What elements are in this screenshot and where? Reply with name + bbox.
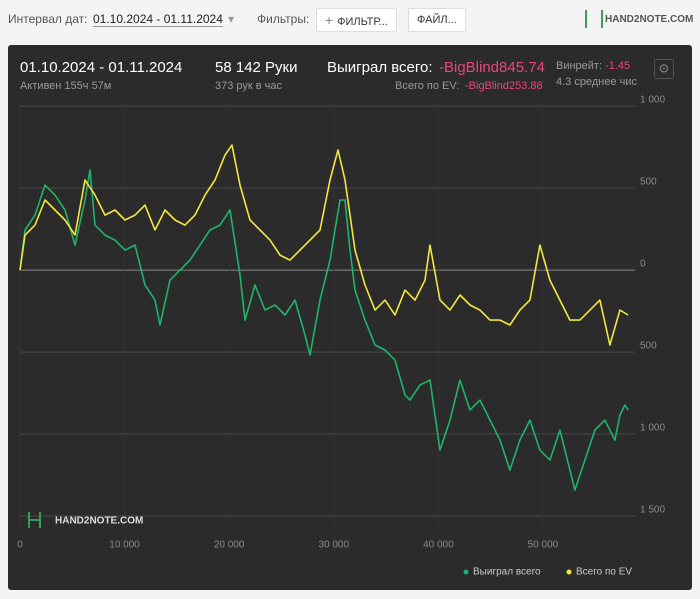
winrate-box: Винрейт: -1.45 4.3 среднее чис [556,60,642,96]
legend-label: Выиграл всего [473,567,541,578]
logo: HAND2NOTE.COM [605,14,694,25]
file-button[interactable]: ФАЙЛ... [408,8,466,32]
watermark-icon [28,512,41,528]
active-time: Активен 155ч 57м [20,80,112,92]
series-line [19,144,629,346]
legend-marker [463,569,469,575]
logo-icon [585,10,603,28]
won-label: Выиграл всего: [327,59,433,76]
x-tick-label: 30 000 [318,540,349,551]
x-tick-label: 50 000 [528,540,559,551]
average: 4.3 среднее чис [556,76,638,88]
hands-per-hour: 373 рук в час [215,80,283,92]
won-value: -BigBlind845.74 [439,59,545,76]
winrate-value: -1.45 [605,60,631,72]
y-tick-label: 1 000 [640,95,665,106]
x-tick-label: 10 000 [109,540,140,551]
watermark: HAND2NOTE.COM [55,516,143,527]
legend-item[interactable]: Выиграл всего [463,567,542,578]
x-tick-label: 0 [17,540,23,551]
y-tick-label: 500 [640,177,657,188]
filter-text: ФИЛЬТР... [337,16,388,28]
y-tick-label: 500 [640,341,657,352]
date-label: Интервал дат: [8,12,88,26]
plus-icon: + [325,12,338,28]
y-tick-label: 1 000 [640,423,665,434]
series-line [19,169,629,491]
ev-value: -BigBlind253.88 [465,80,543,92]
settings-button[interactable]: ⚙ [654,59,674,79]
winrate-label: Винрейт: [556,60,603,72]
winrate: Винрейт: -1.45 [556,60,642,72]
x-tick-label: 40 000 [423,540,454,551]
dropdown-arrow[interactable]: ▾ [228,12,235,26]
y-tick-label: 1 500 [640,505,665,516]
x-tick-label: 20 000 [214,540,245,551]
legend-item[interactable]: Всего по EV [566,567,633,578]
period: 01.10.2024 - 01.11.2024 [20,59,183,76]
legend-marker [566,569,572,575]
legend-label: Всего по EV [576,567,632,578]
filter-button[interactable]: + ФИЛЬТР... [316,8,397,32]
date-range[interactable]: 01.10.2024 - 01.11.2024 [93,12,223,27]
hands: 58 142 Руки [215,59,298,76]
graph-panel [8,45,692,590]
y-tick-label: 0 [640,259,646,270]
ev-label: Всего по EV: [395,80,460,92]
filters-label: Фильтры: [257,12,310,26]
